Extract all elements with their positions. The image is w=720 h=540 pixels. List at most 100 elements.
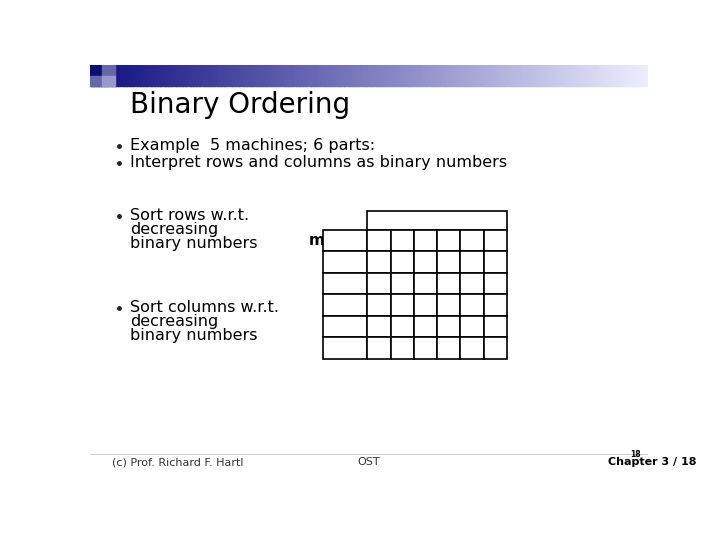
Bar	[631, 65, 635, 86]
Bar	[542, 65, 546, 86]
Bar	[505, 65, 509, 86]
Bar	[199, 65, 202, 86]
Text: 1: 1	[420, 276, 431, 291]
Bar	[484, 251, 507, 273]
Bar	[414, 230, 437, 251]
Bar	[492, 65, 495, 86]
Bar	[330, 65, 333, 86]
Bar	[405, 65, 409, 86]
Bar	[639, 65, 643, 86]
Text: 2: 2	[397, 233, 408, 248]
Text: 5: 5	[467, 233, 477, 248]
Text: 1: 1	[420, 298, 431, 313]
Bar	[438, 65, 442, 86]
Bar	[517, 65, 521, 86]
Bar	[450, 65, 454, 86]
Bar	[469, 65, 473, 86]
Text: 3: 3	[420, 233, 431, 248]
Bar	[617, 65, 621, 86]
Bar	[367, 251, 391, 273]
Bar	[372, 65, 375, 86]
Text: -: -	[469, 298, 474, 313]
Bar	[467, 65, 470, 86]
Bar	[174, 65, 177, 86]
Bar	[233, 65, 236, 86]
Bar	[182, 65, 186, 86]
Text: -: -	[492, 254, 498, 269]
Bar	[486, 65, 490, 86]
Bar	[249, 65, 253, 86]
Text: Sort rows w.r.t.: Sort rows w.r.t.	[130, 208, 249, 223]
Text: -: -	[423, 319, 428, 334]
Bar	[606, 65, 610, 86]
Text: 1: 1	[467, 319, 477, 334]
Text: machine: machine	[309, 233, 381, 248]
Bar	[213, 65, 216, 86]
Text: -: -	[446, 319, 451, 334]
Bar	[109, 65, 113, 86]
Bar	[461, 230, 484, 251]
Bar	[193, 65, 197, 86]
Text: 1: 1	[444, 298, 454, 313]
Bar	[437, 230, 461, 251]
Bar	[280, 65, 283, 86]
Bar	[221, 65, 225, 86]
Bar	[419, 65, 423, 86]
Text: binary numbers: binary numbers	[130, 236, 258, 251]
Bar	[461, 294, 484, 316]
Text: A: A	[340, 254, 350, 269]
Bar	[461, 273, 484, 294]
Bar	[590, 65, 593, 86]
Bar	[391, 338, 414, 359]
Bar	[567, 65, 571, 86]
Bar	[498, 65, 501, 86]
Bar	[285, 65, 289, 86]
Bar	[526, 65, 528, 86]
Bar	[190, 65, 194, 86]
Text: -: -	[400, 341, 405, 356]
Bar	[461, 251, 484, 273]
Bar	[140, 65, 144, 86]
Bar	[550, 65, 554, 86]
Bar	[414, 316, 437, 338]
Text: 1: 1	[374, 319, 384, 334]
Bar	[349, 65, 353, 86]
Bar	[324, 65, 328, 86]
Bar	[154, 65, 158, 86]
Bar	[369, 65, 372, 86]
Bar	[414, 251, 437, 273]
Bar	[539, 65, 543, 86]
Text: Example  5 machines; 6 parts:: Example 5 machines; 6 parts:	[130, 138, 375, 153]
Bar	[323, 273, 367, 294]
Text: decreasing: decreasing	[130, 314, 219, 329]
Bar	[115, 65, 119, 86]
Bar	[489, 65, 492, 86]
Text: -: -	[377, 341, 382, 356]
Bar	[188, 65, 192, 86]
Bar	[397, 65, 400, 86]
Bar	[323, 316, 367, 338]
Text: OST: OST	[358, 457, 380, 467]
Text: 1: 1	[490, 276, 500, 291]
Bar	[240, 65, 244, 86]
Bar	[587, 65, 590, 86]
Bar	[461, 65, 464, 86]
Bar	[495, 65, 498, 86]
Text: C: C	[340, 298, 351, 313]
Bar	[425, 65, 428, 86]
Bar	[433, 65, 437, 86]
Bar	[391, 230, 414, 251]
Bar	[323, 338, 367, 359]
Text: -: -	[423, 254, 428, 269]
Bar	[344, 65, 348, 86]
Bar	[575, 65, 579, 86]
Bar	[411, 65, 415, 86]
Bar	[431, 65, 434, 86]
Bar	[305, 65, 308, 86]
Bar	[559, 65, 562, 86]
Bar	[166, 65, 169, 86]
Bar	[414, 294, 437, 316]
Bar	[634, 65, 638, 86]
Bar	[218, 65, 222, 86]
Bar	[202, 65, 205, 86]
